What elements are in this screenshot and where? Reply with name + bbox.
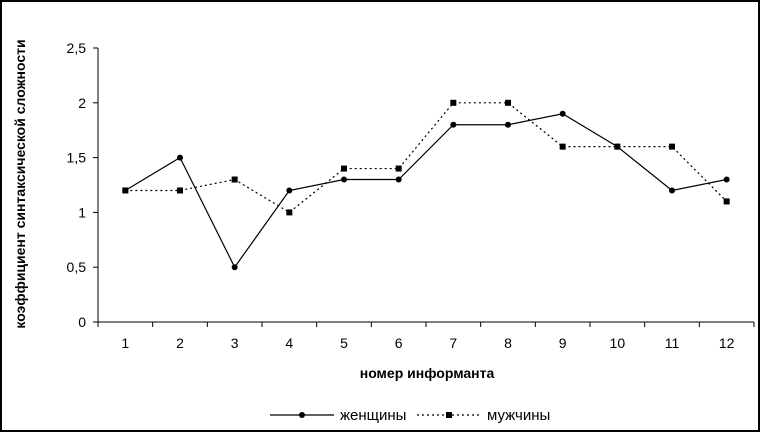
series-line xyxy=(125,102,728,214)
series-2 xyxy=(122,99,730,216)
x-tick-label: 11 xyxy=(665,335,680,351)
data-point xyxy=(341,165,347,172)
data-point xyxy=(669,143,675,150)
y-tick-label: 0 xyxy=(78,314,86,330)
x-tick-label: 8 xyxy=(504,335,512,351)
x-tick-label: 6 xyxy=(395,335,403,351)
x-tick-label: 5 xyxy=(340,335,348,351)
data-point xyxy=(341,176,347,183)
x-tick-label: 7 xyxy=(449,335,457,351)
x-tick-label: 2 xyxy=(176,335,184,351)
series-line xyxy=(125,113,727,269)
data-point xyxy=(669,187,675,194)
x-tick-label: 12 xyxy=(719,335,735,351)
data-point xyxy=(286,209,293,216)
y-tick-label: 0,5 xyxy=(67,259,87,275)
data-point xyxy=(177,187,183,194)
axes: 00,511,522,51 2 3 4 5 6 7 8 9 10 11 12 xyxy=(67,40,755,351)
legend-label-2: мужчины xyxy=(487,407,550,424)
data-point xyxy=(723,176,730,183)
data-point xyxy=(559,110,566,117)
y-tick-label: 1 xyxy=(78,204,86,220)
y-tick-label: 2,5 xyxy=(67,40,87,56)
x-tick-label: 9 xyxy=(559,335,567,351)
data-point xyxy=(450,99,457,106)
x-tick-label: 10 xyxy=(610,335,626,351)
y-tick-label: 2 xyxy=(78,95,86,111)
legend-marker-1 xyxy=(299,412,305,418)
legend: женщины мужчины xyxy=(270,407,550,424)
data-point xyxy=(723,198,730,205)
legend-label-1: женщины xyxy=(340,407,406,424)
data-point xyxy=(505,99,511,106)
series-layer xyxy=(122,99,730,271)
data-point xyxy=(395,176,402,183)
data-point xyxy=(559,143,566,150)
data-point xyxy=(286,187,293,194)
x-tick-label: 1 xyxy=(121,335,129,351)
y-tick-label: 1,5 xyxy=(67,150,87,166)
y-axis-title: коэффициент синтаксической сложности xyxy=(12,39,28,328)
series-1 xyxy=(122,110,730,271)
data-point xyxy=(122,187,129,194)
x-tick-label: 4 xyxy=(285,335,293,351)
data-point xyxy=(395,165,402,172)
legend-marker-2 xyxy=(446,412,452,418)
data-point xyxy=(231,176,238,183)
data-point xyxy=(177,154,183,161)
data-point xyxy=(614,143,621,150)
x-axis-title: номер информанта xyxy=(360,365,495,381)
data-point xyxy=(231,264,238,271)
x-tick-label: 3 xyxy=(231,335,239,351)
data-point xyxy=(450,121,457,128)
data-point xyxy=(505,121,511,128)
